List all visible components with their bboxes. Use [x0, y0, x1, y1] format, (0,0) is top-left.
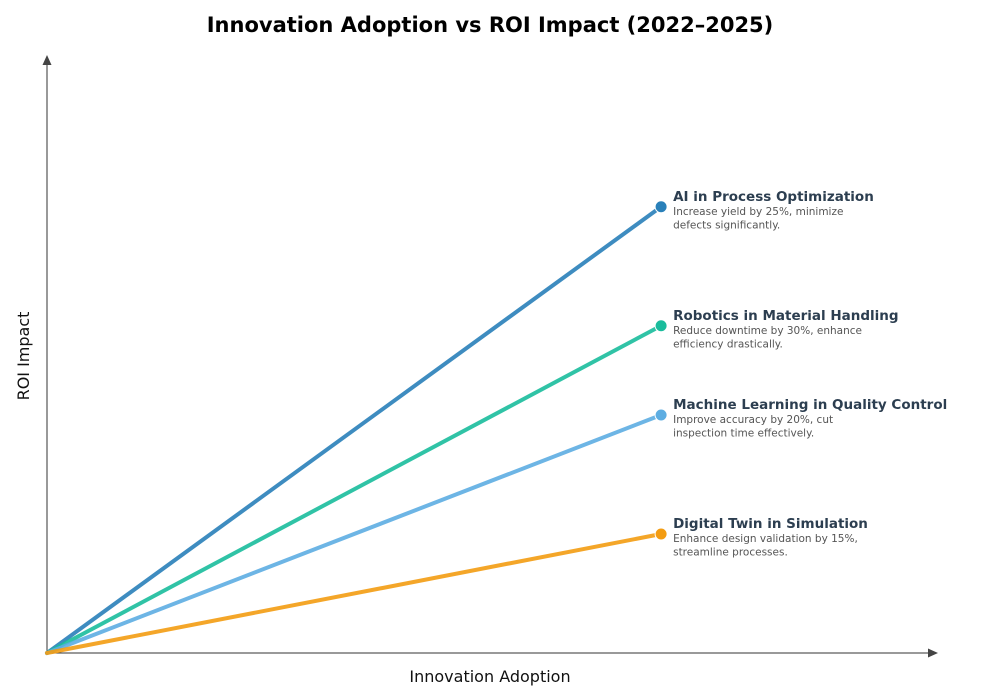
annotation-title-0: AI in Process Optimization — [673, 189, 874, 205]
series-line-0 — [45, 204, 664, 655]
x-axis — [47, 648, 938, 658]
annotation-desc-0: defects significantly. — [673, 219, 780, 231]
annotation-desc-1: efficiency drastically. — [673, 338, 783, 350]
series-endpoint-0 — [654, 200, 668, 214]
annotation-desc-2: inspection time effectively. — [673, 428, 814, 440]
annotation-desc-2: Improve accuracy by 20%, cut — [673, 414, 833, 426]
series-line-2 — [45, 413, 664, 655]
series-endpoint-1 — [654, 319, 668, 333]
annotation-title-2: Machine Learning in Quality Control — [673, 397, 947, 413]
annotation-title-3: Digital Twin in Simulation — [673, 516, 868, 532]
chart-title: Innovation Adoption vs ROI Impact (2022–… — [207, 13, 774, 37]
y-axis-label: ROI Impact — [14, 312, 33, 401]
annotation-title-1: Robotics in Material Handling — [673, 308, 898, 324]
annotation-desc-1: Reduce downtime by 30%, enhance — [673, 325, 862, 337]
series-endpoint-3 — [654, 527, 668, 541]
series-line-1 — [45, 323, 664, 655]
series-line-3 — [45, 532, 664, 655]
series-endpoint-2 — [654, 408, 668, 422]
x-axis-arrow-icon — [928, 648, 938, 658]
x-axis-label: Innovation Adoption — [409, 667, 570, 686]
y-axis-arrow-icon — [42, 55, 52, 65]
y-axis — [42, 55, 52, 653]
annotation-desc-3: streamline processes. — [673, 547, 788, 559]
annotation-desc-0: Increase yield by 25%, minimize — [673, 206, 843, 218]
annotation-desc-3: Enhance design validation by 15%, — [673, 533, 858, 545]
